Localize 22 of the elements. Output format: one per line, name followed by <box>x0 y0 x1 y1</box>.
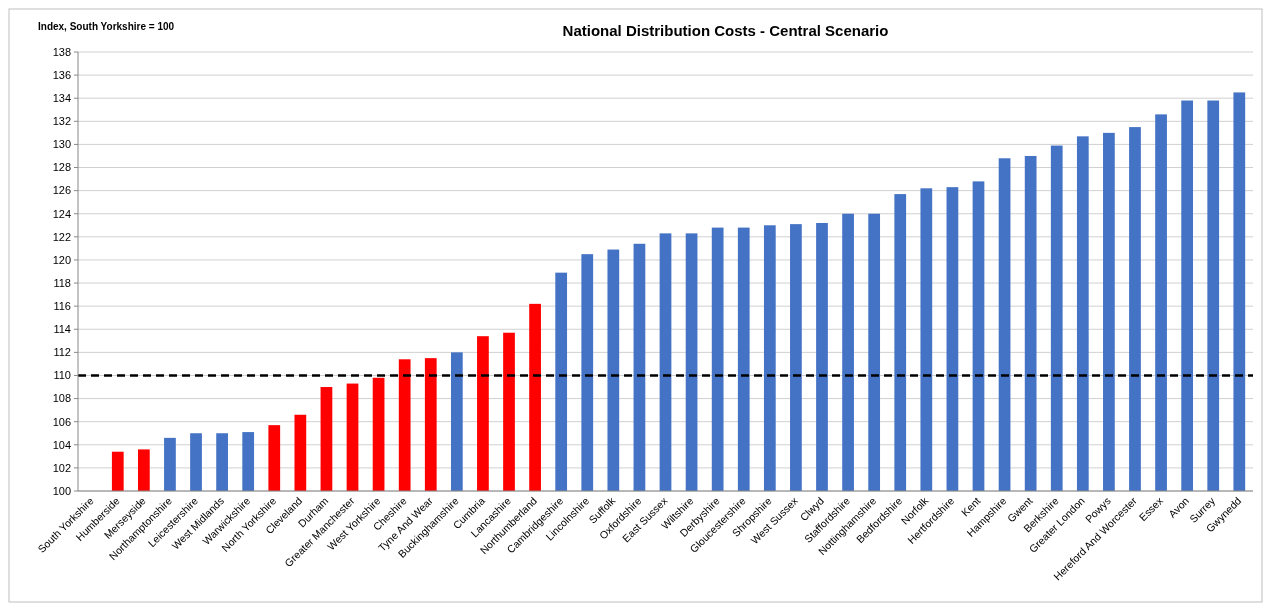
y-tick-label: 120 <box>52 253 71 266</box>
y-tick-label: 108 <box>52 392 71 405</box>
y-tick-label: 138 <box>52 45 71 58</box>
y-tick-label: 128 <box>52 161 71 174</box>
y-tick-label: 124 <box>52 207 71 220</box>
y-tick-label: 100 <box>52 484 71 497</box>
y-tick-label: 106 <box>52 415 71 428</box>
y-tick-label: 102 <box>52 461 71 474</box>
y-tick-label: 118 <box>53 276 71 289</box>
chart-title: National Distribution Costs - Central Scenario <box>562 22 889 39</box>
y-tick-label: 112 <box>53 346 71 359</box>
y-tick-label: 134 <box>52 92 71 105</box>
y-tick-label: 104 <box>52 438 71 451</box>
y-tick-label: 116 <box>53 300 71 313</box>
y-tick-label: 130 <box>52 138 71 151</box>
y-tick-label: 136 <box>52 68 71 81</box>
y-axis-title: Index, South Yorkshire = 100 <box>38 21 175 32</box>
y-tick-label: 114 <box>53 323 71 336</box>
y-tick-label: 126 <box>52 184 71 197</box>
y-tick-label: 132 <box>52 115 71 128</box>
y-tick-label: 110 <box>53 369 71 382</box>
y-tick-label: 122 <box>52 230 71 243</box>
